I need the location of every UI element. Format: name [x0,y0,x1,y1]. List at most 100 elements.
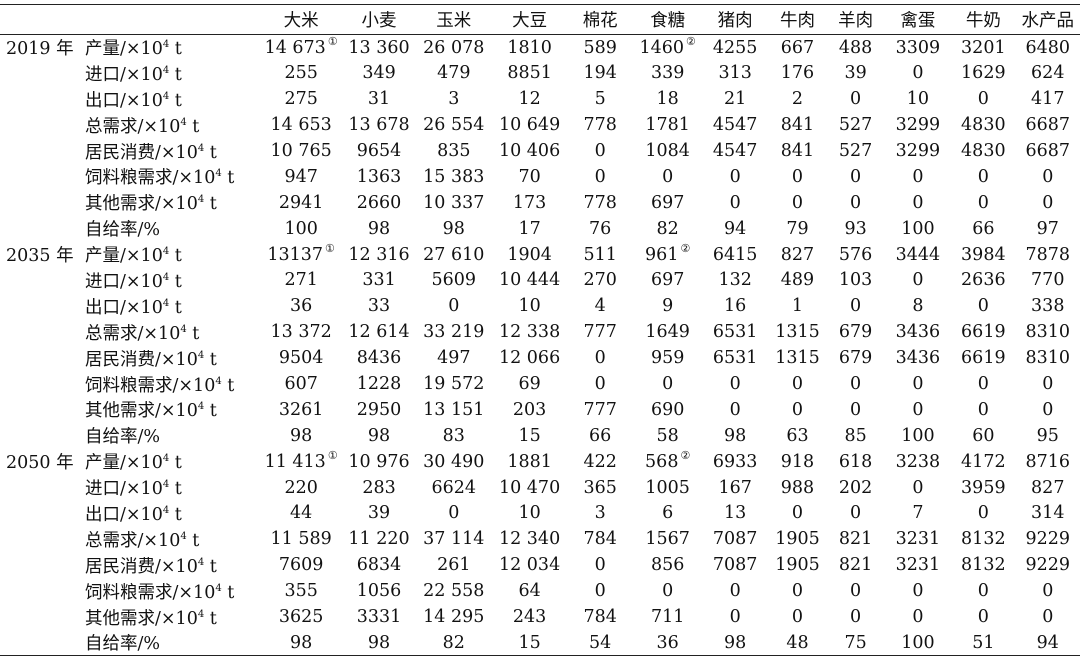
value-text: 6480 [1025,37,1071,58]
value-text: 6531 [712,322,758,343]
value-cell: 778 [567,190,633,216]
value-cell: 3444 [885,242,951,268]
year-spacer [0,190,81,216]
indicator-label: 自给率/% [81,423,260,449]
value-cell: 0 [827,86,885,112]
value-text: 0 [448,503,460,524]
value-cell: 3959 [951,475,1015,501]
table-row: 居民消费/×104 t 10 765 9654 835 10 406 0 1084 4547 8… [0,138,1080,164]
value-cell: 173 [492,190,567,216]
value-cell: 527 [827,138,885,164]
header-cell: 猪肉 [701,4,769,35]
value-text: 576 [838,244,873,265]
value-text: 3331 [356,607,402,628]
value-cell: 98 [343,216,416,242]
value-text: 778 [583,115,617,136]
value-cell: 607 [260,371,343,397]
value-text: 82 [442,632,465,653]
value-text: 76 [589,218,612,239]
value-cell: 100 [885,216,951,242]
value-text: 10 [518,503,541,524]
value-cell: 8 [885,293,951,319]
value-cell: 6531 [702,319,768,345]
value-cell: 3436 [885,319,951,345]
table-row: 饲料粮需求/×104 t 355 1056 22 558 64 0 0 0 0 0 0 0 0 [0,578,1080,604]
year-spacer [0,397,81,423]
value-text: 0 [850,166,862,187]
value-cell: 10 444 [492,268,567,294]
value-cell: 1905 [768,552,826,578]
value-text: 2950 [356,399,402,420]
table-row: 居民消费/×104 t 7609 6834 261 12 034 0 856 7087 1905… [0,552,1080,578]
value-cell: 0 [827,397,885,423]
value-text: 12 066 [498,348,561,369]
indicator-text: 出口/×10 [85,297,163,318]
value-cell: 21 [702,86,768,112]
value-text: 961 [645,244,679,265]
value-text: 0 [791,399,804,420]
year-spacer [0,371,81,397]
value-cell: 12 338 [492,319,567,345]
value-cell: 959 [633,345,702,371]
unit-exponent: 4 [162,453,170,465]
value-cell: 0 [951,371,1015,397]
indicator-label: 自给率/% [81,630,260,656]
value-cell: 98 [702,423,768,449]
value-text: 1228 [356,374,402,395]
unit-text: t [169,297,182,318]
value-cell: 10 649 [492,112,567,138]
value-text: 607 [284,374,318,395]
value-cell: 12 614 [343,319,416,345]
value-text: 10 649 [498,115,561,136]
value-text: 98 [367,425,391,446]
header-cell: 牛奶 [951,4,1016,35]
value-cell: 51 [951,630,1015,656]
indicator-text: 其他需求/×10 [85,194,198,215]
value-cell: 13 151 [415,397,492,423]
value-text: 8 [912,296,924,317]
value-cell: 97 [1016,216,1080,242]
value-cell: 527 [827,112,885,138]
value-cell: 589 [567,35,633,61]
value-cell: 6624 [415,475,492,501]
value-cell: 4547 [702,138,768,164]
value-text: 0 [1042,399,1054,420]
value-text: 0 [850,607,862,628]
value-cell: 15 [492,423,567,449]
value-cell: 422 [567,449,633,475]
value-cell: 0 [415,293,492,319]
value-cell: 0 [885,604,951,630]
value-cell: 8310 [1016,319,1080,345]
value-text: 12 338 [498,322,561,343]
value-cell: 39 [343,501,416,527]
value-cell: 0 [702,397,768,423]
value-cell: 6619 [951,319,1015,345]
value-text: 0 [594,348,606,369]
value-cell: 6531 [702,345,768,371]
value-text: 3444 [895,244,941,265]
value-cell: 7878 [1016,242,1080,268]
value-text: 3201 [961,37,1006,58]
table-row: 出口/×104 t 44 39 0 10 3 6 13 0 0 7 0 314 [0,501,1080,527]
value-cell: 10 976 [343,449,416,475]
value-cell: 947 [260,164,343,190]
value-cell: 98 [260,630,343,656]
value-cell: 784 [567,526,633,552]
table-body: 2019 年产量/×104 t 14 673 ① 13 360 26 078 1810 58… [0,35,1080,656]
indicator-text: 自给率/% [85,634,161,655]
value-cell: 255 [260,60,343,86]
value-cell: 13 372 [260,319,343,345]
value-text: 173 [512,192,547,213]
value-text: 3309 [895,37,941,58]
value-cell: 9 [633,293,702,319]
value-cell: 10 [492,293,567,319]
table-row: 出口/×104 t 275 31 3 12 5 18 21 2 0 10 0 417 [0,86,1080,112]
value-text: 0 [850,296,862,317]
indicator-label: 出口/×104 t [81,293,260,319]
value-cell: 4172 [951,449,1015,475]
value-text: 15 [518,632,541,653]
table-row: 2035 年产量/×104 t 13137 ① 12 316 27 610 1904 511… [0,242,1080,268]
value-text: 64 [518,581,541,602]
value-text: 10 [518,296,541,317]
